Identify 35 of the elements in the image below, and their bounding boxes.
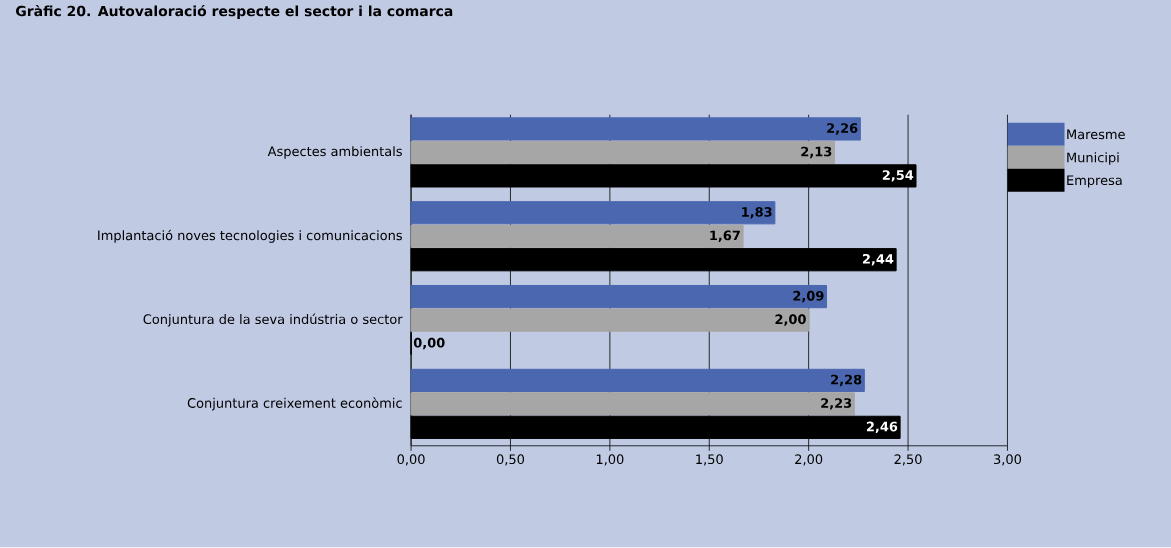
x-tick-label: 2,00 bbox=[795, 454, 823, 466]
x-tick-label: 3,00 bbox=[994, 454, 1022, 466]
bar bbox=[410, 285, 828, 309]
data-label: 2,00 bbox=[775, 314, 806, 327]
data-label: 2,09 bbox=[793, 291, 824, 303]
bar bbox=[410, 117, 861, 141]
legend-label: Maresme bbox=[1067, 129, 1125, 140]
data-label: 0,00 bbox=[413, 338, 445, 350]
legend-label: Municipi bbox=[1067, 152, 1119, 166]
bar bbox=[410, 369, 865, 393]
x-tick-label: 0,00 bbox=[397, 454, 425, 466]
data-label: 2,54 bbox=[882, 170, 914, 182]
x-tick-label: 1,50 bbox=[696, 454, 723, 466]
bar bbox=[410, 224, 744, 249]
data-label: 2,28 bbox=[831, 374, 862, 387]
y-tick-label: Aspectes ambientals bbox=[267, 146, 402, 159]
data-label: 2,26 bbox=[827, 123, 858, 135]
data-label: 1,83 bbox=[742, 207, 772, 219]
bar bbox=[410, 141, 835, 165]
data-label: 2,44 bbox=[862, 254, 894, 266]
data-label: 2,46 bbox=[866, 421, 898, 434]
data-label: 2,13 bbox=[801, 146, 832, 159]
x-tick-label: 0,50 bbox=[496, 454, 525, 466]
bar bbox=[410, 201, 776, 225]
text: Gràfic 20. Autovaloració respecte el sector i la comarca bbox=[16, 5, 453, 20]
y-tick-label: Conjuntura de la seva indústria o sector bbox=[143, 313, 403, 327]
bar bbox=[410, 308, 810, 332]
data-label: 2,23 bbox=[821, 398, 852, 410]
x-tick-label: 2,50 bbox=[894, 454, 922, 466]
x-tick-label: 1,00 bbox=[596, 454, 624, 466]
y-tick-label: Conjuntura creixement econòmic bbox=[187, 397, 402, 411]
bar bbox=[410, 392, 855, 416]
legend-label: Empresa bbox=[1067, 175, 1122, 188]
y-tick-label: Implantació noves tecnologies i comunicacions bbox=[98, 229, 402, 243]
data-label: 1,67 bbox=[710, 230, 740, 243]
